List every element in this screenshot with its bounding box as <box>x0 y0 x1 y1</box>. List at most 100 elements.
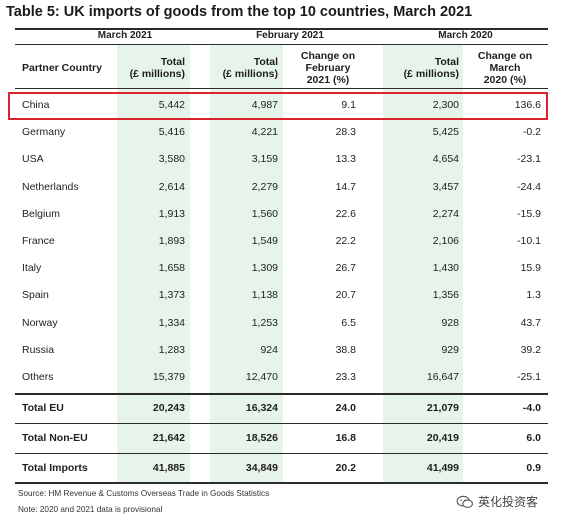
header-m21-total: Total (£ millions) <box>117 56 185 80</box>
cell-f21c: 16.8 <box>335 432 356 444</box>
cell-f21c: 9.1 <box>341 99 356 111</box>
cell-f21c: 23.3 <box>335 371 356 383</box>
cell-m21: 1,893 <box>158 235 185 247</box>
cell-m20c: -10.1 <box>517 235 541 247</box>
header-line: (£ millions) <box>129 68 185 81</box>
cell-m20: 2,274 <box>432 208 459 220</box>
top-rule <box>15 28 548 30</box>
cell-f21c: 6.5 <box>341 317 356 329</box>
header-partner: Partner Country <box>22 62 114 74</box>
cell-f21: 18,526 <box>245 432 278 444</box>
header-f21-change: Change on February 2021 (%) <box>288 50 368 86</box>
cell-m20c: 1.3 <box>526 289 541 301</box>
cell-f21: 3,159 <box>251 153 278 165</box>
wechat-icon <box>456 495 473 508</box>
cell-m20c: 0.9 <box>526 462 541 474</box>
cell-m21: 1,334 <box>158 317 185 329</box>
cell-country: Total Imports <box>22 462 88 474</box>
group-march-2021: March 2021 <box>97 30 153 41</box>
cell-country: Norway <box>22 317 58 329</box>
cell-f21c: 20.7 <box>335 289 356 301</box>
cell-m21: 1,283 <box>158 344 185 356</box>
shade-f21-total <box>210 44 283 484</box>
cell-country: Russia <box>22 344 55 356</box>
cell-f21: 1,560 <box>251 208 278 220</box>
total-rule <box>15 423 548 424</box>
cell-m20c: -24.4 <box>517 181 541 193</box>
cell-f21c: 28.3 <box>335 126 356 138</box>
total-rule <box>15 453 548 454</box>
cell-m21: 15,379 <box>152 371 185 383</box>
watermark-text: 英化投资客 <box>477 495 538 509</box>
header-line: March <box>489 62 521 75</box>
shade-m21-total <box>117 44 190 484</box>
cell-country: Belgium <box>22 208 60 220</box>
cell-m20: 928 <box>441 317 459 329</box>
china-highlight-box <box>8 92 548 120</box>
cell-country: Others <box>22 371 54 383</box>
header-line: Partner Country <box>22 62 102 74</box>
cell-f21: 4,987 <box>251 99 278 111</box>
cell-f21: 1,549 <box>251 235 278 247</box>
cell-f21: 1,309 <box>251 262 278 274</box>
cell-m20c: 15.9 <box>520 262 541 274</box>
header-m20-total: Total (£ millions) <box>383 56 459 80</box>
cell-f21c: 13.3 <box>335 153 356 165</box>
group-march-2020: March 2020 <box>438 30 493 41</box>
cell-country: Total EU <box>22 402 64 414</box>
cell-m20: 16,647 <box>426 371 459 383</box>
header-line: (£ millions) <box>403 68 459 81</box>
header-line: (£ millions) <box>222 68 278 81</box>
cell-m20: 929 <box>441 344 459 356</box>
cell-m21: 2,614 <box>158 181 185 193</box>
cell-f21c: 38.8 <box>335 344 356 356</box>
cell-country: Spain <box>22 289 49 301</box>
cell-f21c: 14.7 <box>335 181 356 193</box>
cell-f21: 12,470 <box>245 371 278 383</box>
cell-country: Netherlands <box>22 181 79 193</box>
cell-m20c: -15.9 <box>517 208 541 220</box>
cell-country: Germany <box>22 126 66 138</box>
cell-country: Total Non-EU <box>22 432 88 444</box>
cell-m21: 20,243 <box>152 402 185 414</box>
cell-m21: 5,442 <box>158 99 185 111</box>
watermark: 英化投资客 <box>456 493 538 510</box>
cell-m21: 5,416 <box>158 126 185 138</box>
cell-m20: 2,300 <box>432 99 459 111</box>
header-m20-change: Change on March 2020 (%) <box>465 50 545 86</box>
cell-m20c: -23.1 <box>517 153 541 165</box>
cell-m20c: -4.0 <box>522 402 541 414</box>
cell-m20: 4,654 <box>432 153 459 165</box>
cell-m20c: -0.2 <box>522 126 541 138</box>
header-line: Change on <box>300 50 356 62</box>
header-line: February <box>305 62 351 75</box>
cell-m20c: -25.1 <box>517 371 541 383</box>
cell-m20: 3,457 <box>432 181 459 193</box>
header-line: Total <box>253 56 278 68</box>
cell-f21c: 22.6 <box>335 208 356 220</box>
header-line: Total <box>160 56 185 68</box>
header-f21-total: Total (£ millions) <box>210 56 278 80</box>
cell-m21: 41,885 <box>152 462 185 474</box>
header-line: 2021 (%) <box>306 74 350 87</box>
cell-m21: 21,642 <box>152 432 185 444</box>
cell-f21c: 22.2 <box>335 235 356 247</box>
cell-m20: 1,430 <box>432 262 459 274</box>
cell-m20c: 39.2 <box>520 344 541 356</box>
cell-f21: 1,253 <box>251 317 278 329</box>
cell-f21c: 26.7 <box>335 262 356 274</box>
cell-f21: 1,138 <box>251 289 278 301</box>
cell-country: USA <box>22 153 44 165</box>
cell-m20: 41,499 <box>426 462 459 474</box>
provisional-note: Note: 2020 and 2021 data is provisional <box>18 505 163 514</box>
cell-m20c: 43.7 <box>520 317 541 329</box>
cell-m20c: 6.0 <box>526 432 541 444</box>
cell-f21c: 24.0 <box>335 402 356 414</box>
cell-country: France <box>22 235 55 247</box>
cell-f21c: 20.2 <box>335 462 356 474</box>
cell-m20: 21,079 <box>426 402 459 414</box>
cell-m20c: 136.6 <box>514 99 541 111</box>
source-note: Source: HM Revenue & Customs Overseas Tr… <box>18 489 270 498</box>
cell-m20: 5,425 <box>432 126 459 138</box>
cell-country: China <box>22 99 50 111</box>
